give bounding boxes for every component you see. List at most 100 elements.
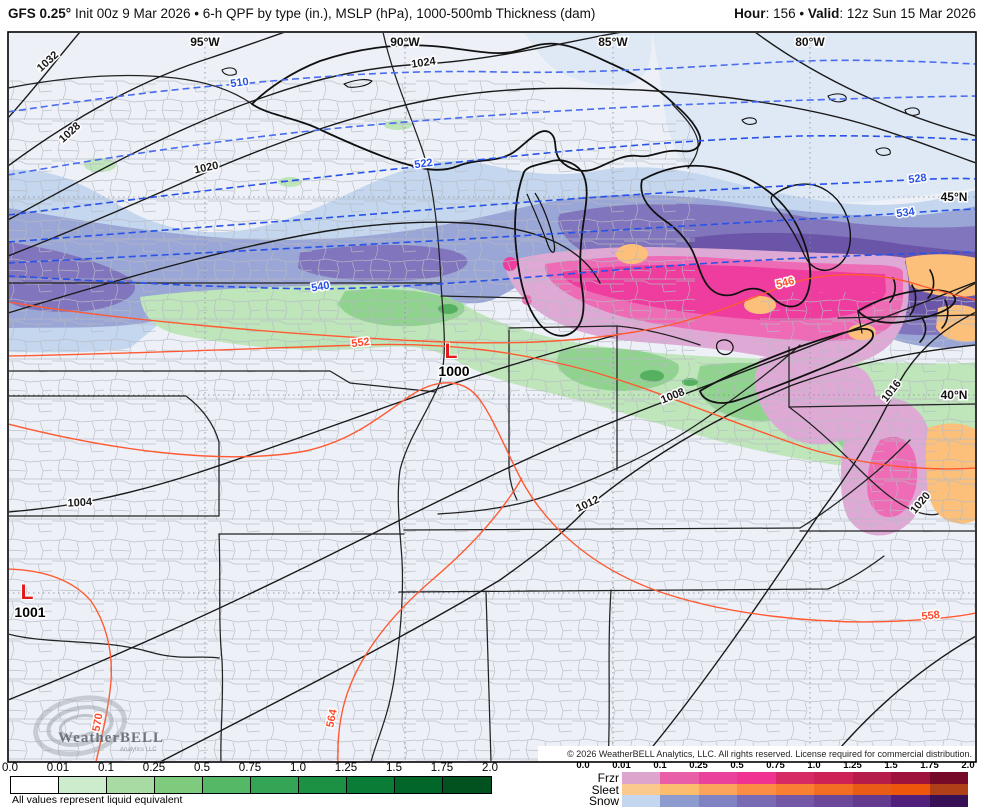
ptype-color-segment xyxy=(698,783,737,795)
mslp-1012 xyxy=(160,344,975,761)
qpf-tick: 0.75 xyxy=(238,762,262,774)
thickness-label-cold: 528 xyxy=(908,172,928,186)
qpf-color-segment xyxy=(347,777,395,793)
mslp-1032 xyxy=(9,33,81,118)
georgian-bay xyxy=(770,183,852,272)
lake-michigan xyxy=(514,159,588,337)
lat-label: 40°N xyxy=(941,388,968,402)
header-bar: GFS 0.25° Init 00z 9 Mar 2026 • 6-h QPF … xyxy=(0,0,984,30)
qpf-color-segment xyxy=(299,777,347,793)
thickness-label-cold: 522 xyxy=(414,157,434,171)
ptype-color-segment xyxy=(929,783,968,795)
lake-st-clair xyxy=(716,339,734,356)
state-borders xyxy=(9,33,975,761)
ptype-color-segment xyxy=(852,772,891,784)
ptype-color-segment xyxy=(891,795,930,807)
ptype-color-segment xyxy=(852,783,891,795)
thickness-label-warm: 558 xyxy=(921,609,941,623)
ptype-legend: 0.0 0.01 0.1 0.25 0.5 0.75 1.0 1.25 1.5 1.75 2.0 F… xyxy=(575,760,984,808)
ptype-color-segment xyxy=(814,795,853,807)
logo-tagline-text: Analytics LLC xyxy=(120,747,157,753)
ptype-tick: 1.25 xyxy=(843,760,862,771)
valid-value: 12z Sun 15 Mar 2026 xyxy=(846,6,976,21)
lake-huron xyxy=(640,164,812,308)
contour-labels-layer: 95°W 90°W 85°W 80°W45°N40°N1032102810241020… xyxy=(13,34,969,735)
graticule xyxy=(9,33,975,761)
ptype-color-segment xyxy=(737,783,776,795)
ptype-tick: 2.0 xyxy=(961,760,975,771)
ptype-color-segment xyxy=(891,783,930,795)
green-bay xyxy=(526,192,556,253)
qpf-legend-caption: All values represent liquid equivalent xyxy=(12,794,183,806)
qpf-tick: 1.0 xyxy=(290,762,306,774)
qpf-legend: 0.0 0.01 0.1 0.25 0.5 0.75 1.0 1.25 1.5 1.75 2.0 A… xyxy=(0,762,510,808)
qpf-tick: 0.1 xyxy=(98,762,114,774)
hour-label: Hour xyxy=(734,6,766,21)
ptype-color-segment xyxy=(891,772,930,784)
weatherbell-logo: WeatherBELL Analytics LLC xyxy=(33,695,163,757)
lake-erie xyxy=(699,327,874,404)
ptype-tick: 0.25 xyxy=(689,760,708,771)
lake-ontario xyxy=(857,288,957,324)
hour-value: 156 xyxy=(773,6,796,21)
thk-558 xyxy=(9,382,975,623)
mslp-1024 xyxy=(9,33,621,221)
ptype-color-segment xyxy=(660,772,699,784)
mslp-corner xyxy=(827,635,975,761)
qpf-tick: 0.0 xyxy=(2,762,18,774)
ptype-row-label: Sleet xyxy=(591,782,619,797)
ptype-color-segment xyxy=(698,795,737,807)
ptype-tick: 1.5 xyxy=(884,760,898,771)
thk-534 xyxy=(9,208,975,264)
ptype-color-segment xyxy=(737,795,776,807)
copyright-background xyxy=(538,746,975,761)
ptype-colorbar-frzr xyxy=(621,772,968,784)
qpf-color-segment xyxy=(155,777,203,793)
thk-570 xyxy=(9,568,113,761)
qpf-tick: 0.5 xyxy=(194,762,210,774)
mslp-1016-west xyxy=(9,221,601,314)
thickness-label-cold: 510 xyxy=(230,76,250,90)
thk-528 xyxy=(9,177,975,243)
qpf-tick: 0.01 xyxy=(46,762,70,774)
qpf-color-segment xyxy=(251,777,299,793)
ptype-color-segment xyxy=(621,772,660,784)
snow-shading-pale2 xyxy=(524,33,652,86)
model-name: GFS 0.25° xyxy=(8,6,72,21)
low-pressure-value: 1001 xyxy=(14,604,45,620)
mslp-1008 xyxy=(9,281,975,701)
ptype-tick: 0.1 xyxy=(653,760,667,771)
thickness-label-cold: 540 xyxy=(310,280,330,295)
isle-royale xyxy=(343,79,373,88)
low-pressure-marker: L xyxy=(21,581,34,604)
qpf-tick: 1.5 xyxy=(386,762,402,774)
snow-shading-pale xyxy=(652,33,975,203)
ptype-color-segment xyxy=(737,772,776,784)
qpf-tick: 2.0 xyxy=(482,762,498,774)
qpf-tick: 1.75 xyxy=(430,762,454,774)
ptype-tick: 0.01 xyxy=(612,760,631,771)
ptype-color-segment xyxy=(852,795,891,807)
thk-522 xyxy=(9,135,975,216)
thickness-contours-cold xyxy=(9,59,975,290)
map-title: GFS 0.25° Init 00z 9 Mar 2026 • 6-h QPF … xyxy=(8,6,595,21)
ptype-color-segment xyxy=(775,783,814,795)
mslp-1004 xyxy=(9,333,621,513)
ptype-color-segment xyxy=(698,772,737,784)
forecast-map: WeatherBELL Analytics LLC © 2026 Weather… xyxy=(7,31,977,763)
thk-540 xyxy=(9,251,975,290)
low-pressure-value: 1000 xyxy=(438,363,469,379)
ptype-row-label: Frzr xyxy=(597,771,619,785)
ptype-color-segment xyxy=(929,795,968,807)
thk-564 xyxy=(337,477,523,761)
map-frame xyxy=(7,31,977,763)
lat-label: 45°N xyxy=(941,190,968,204)
ptype-color-segment xyxy=(775,772,814,784)
qpf-color-segment xyxy=(59,777,107,793)
mslp-label: 1024 xyxy=(411,55,438,70)
ptype-row-label: Snow xyxy=(588,794,619,808)
separator-dot: • xyxy=(799,6,805,21)
ptype-tick: 0.5 xyxy=(730,760,744,771)
thk-516 xyxy=(9,95,975,176)
lon-label: 85°W xyxy=(598,35,628,49)
